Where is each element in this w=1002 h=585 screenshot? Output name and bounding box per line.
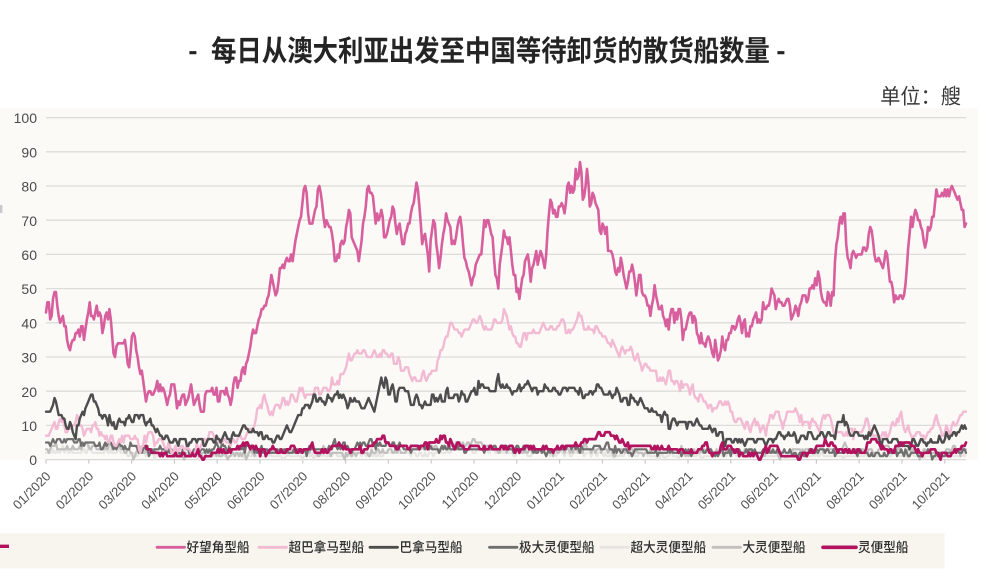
svg-text:40: 40 xyxy=(21,315,37,331)
svg-text:0: 0 xyxy=(29,452,37,468)
svg-text:100: 100 xyxy=(14,110,38,126)
svg-text:60: 60 xyxy=(21,247,37,263)
svg-text:10: 10 xyxy=(21,418,37,434)
svg-text:80: 80 xyxy=(21,179,37,195)
svg-text:90: 90 xyxy=(21,144,37,160)
svg-text:50: 50 xyxy=(21,281,37,297)
svg-text:70: 70 xyxy=(21,213,37,229)
svg-text:30: 30 xyxy=(21,350,37,366)
svg-text:20: 20 xyxy=(21,384,37,400)
